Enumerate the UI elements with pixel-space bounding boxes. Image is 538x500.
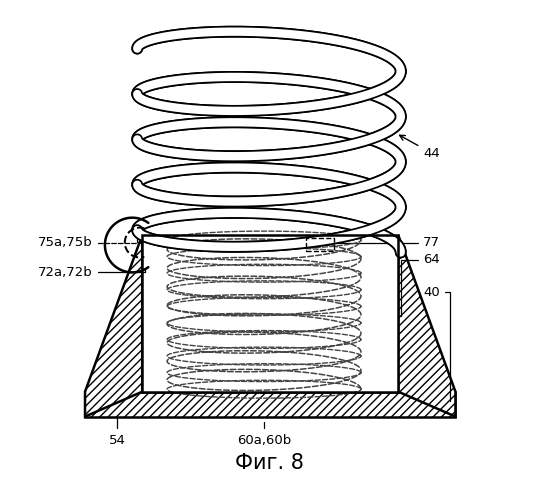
Text: 54: 54 bbox=[100, 416, 126, 447]
Text: 72a,72b: 72a,72b bbox=[38, 266, 145, 279]
Text: 60a,60b: 60a,60b bbox=[237, 422, 291, 447]
Text: 77: 77 bbox=[336, 236, 440, 249]
Polygon shape bbox=[142, 235, 398, 392]
Polygon shape bbox=[85, 392, 456, 416]
Polygon shape bbox=[85, 235, 142, 416]
Polygon shape bbox=[398, 235, 456, 416]
Text: 40: 40 bbox=[423, 286, 450, 402]
Bar bbox=[306, 238, 334, 252]
Text: 75a,75b: 75a,75b bbox=[38, 236, 137, 249]
Text: Фиг. 8: Фиг. 8 bbox=[235, 453, 303, 473]
Text: 64: 64 bbox=[401, 254, 440, 316]
Text: 44: 44 bbox=[400, 136, 440, 160]
